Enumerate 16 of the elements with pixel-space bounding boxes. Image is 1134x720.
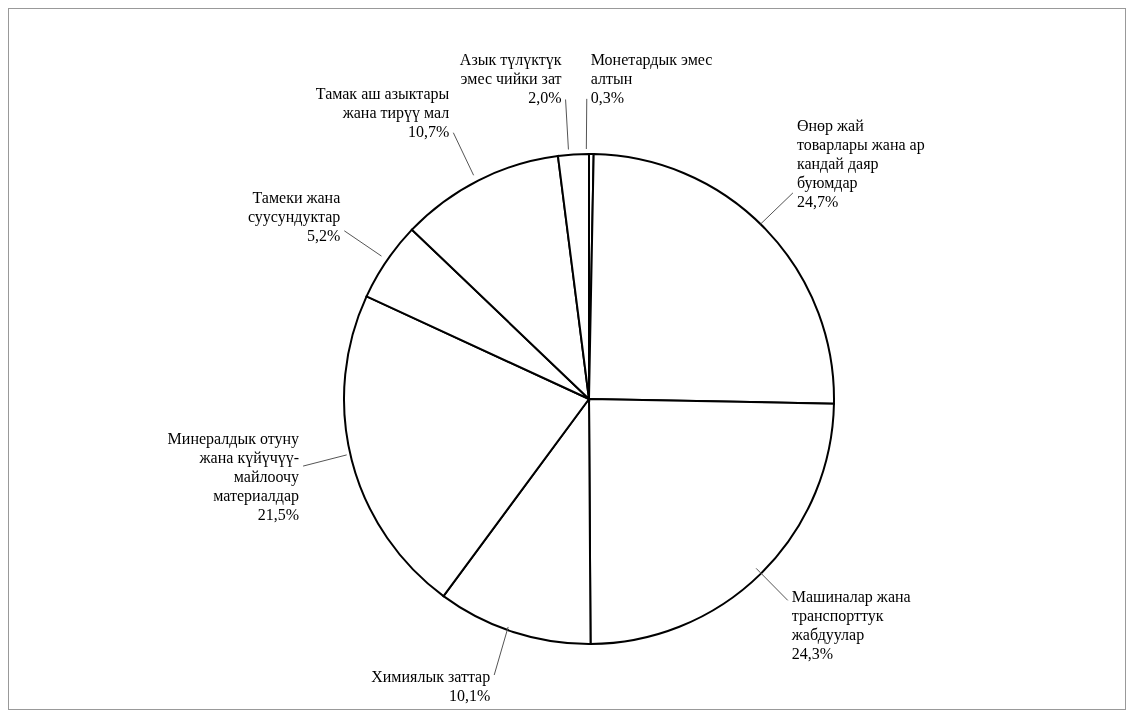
- data-label: 21,5%: [257, 506, 300, 524]
- data-label: 24,7%: [796, 192, 839, 210]
- slice-label: Тамак аш азыктары жана тирүү мал: [315, 84, 450, 122]
- slice-label: Өнөр жай товарлары жана ар кандай даяр буюмдар: [796, 116, 925, 192]
- slice-label: Тамеки жана суусундуктар: [247, 188, 341, 226]
- slice-label: Монетардык эмес алтын: [590, 50, 713, 87]
- data-label: 24,3%: [791, 644, 834, 662]
- slice-label: Минералдык отуну жана күйүчүү- майлоочу материалдар: [167, 430, 300, 506]
- slice-label: Азык түлүктүк эмес чийки зат: [459, 51, 562, 88]
- slice-label: Химиялык заттар: [371, 668, 491, 687]
- data-label: 5,2%: [306, 226, 341, 244]
- data-label: 0,3%: [590, 88, 625, 106]
- slice-label: Машиналар жана транспорттук жабдуулар: [790, 587, 911, 644]
- data-label: 2,0%: [528, 89, 562, 107]
- data-label: 10,7%: [408, 122, 450, 140]
- data-label: 10,1%: [448, 687, 491, 705]
